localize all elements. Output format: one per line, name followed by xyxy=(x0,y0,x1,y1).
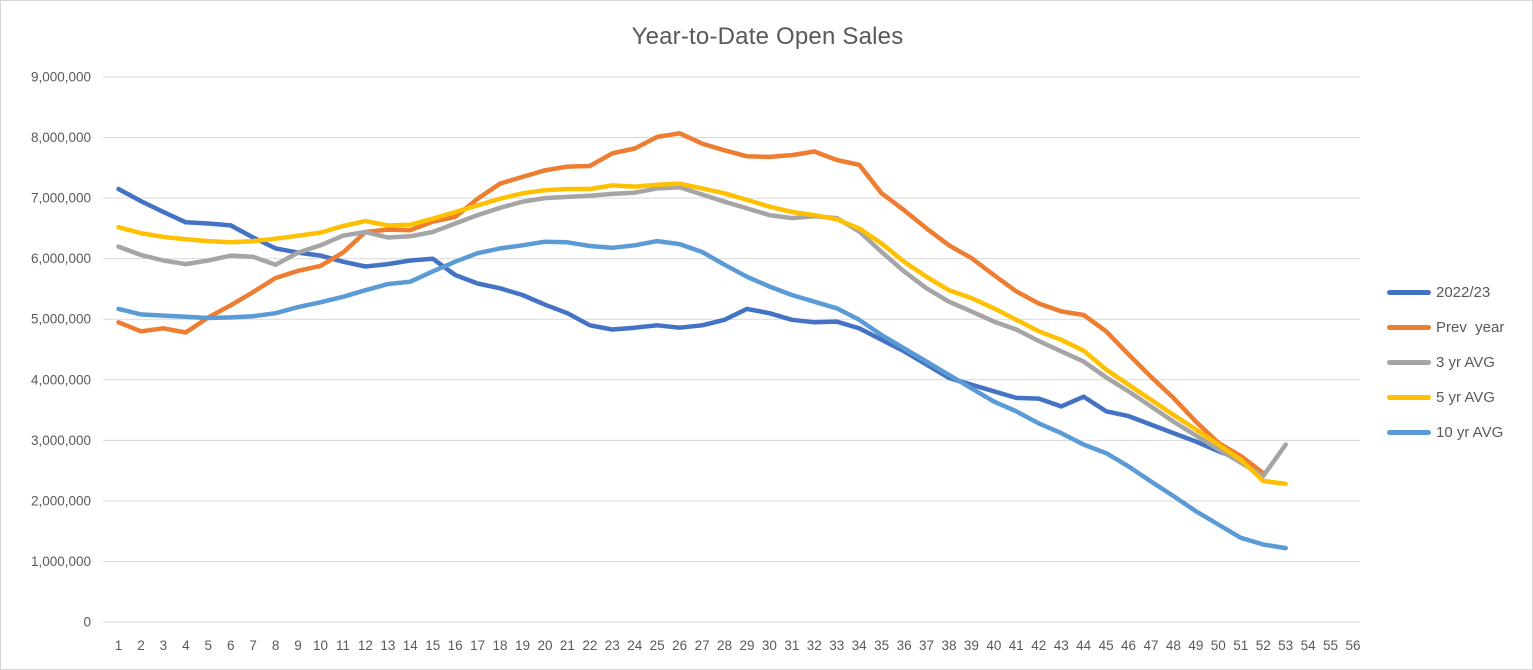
x-axis-tick-label: 33 xyxy=(829,638,844,653)
y-axis-tick-label: 3,000,000 xyxy=(31,433,91,448)
x-axis-tick-label: 1 xyxy=(115,638,123,653)
legend-label: 3 yr AVG xyxy=(1436,354,1495,371)
x-axis-tick-label: 42 xyxy=(1031,638,1046,653)
x-axis-tick-label: 50 xyxy=(1211,638,1226,653)
x-axis-tick-label: 34 xyxy=(852,638,868,653)
legend-swatch-5yr-avg-icon xyxy=(1387,395,1431,400)
x-axis-tick-label: 28 xyxy=(717,638,732,653)
x-axis-tick-label: 18 xyxy=(493,638,508,653)
legend-swatch-3yr-avg-icon xyxy=(1387,360,1431,365)
legend-item-prev-year[interactable]: Prev year xyxy=(1387,310,1504,345)
x-axis-tick-label: 47 xyxy=(1143,638,1158,653)
x-axis-tick-label: 55 xyxy=(1323,638,1338,653)
chart-title: Year-to-Date Open Sales xyxy=(631,23,904,50)
x-axis-tick-label: 23 xyxy=(605,638,620,653)
x-axis-tick-label: 56 xyxy=(1345,638,1360,653)
y-axis-tick-label: 1,000,000 xyxy=(31,554,91,569)
x-axis-tick-label: 49 xyxy=(1188,638,1203,653)
x-axis-tick-label: 13 xyxy=(380,638,395,653)
x-axis-tick-label: 27 xyxy=(695,638,710,653)
x-axis-tick-label: 26 xyxy=(672,638,687,653)
x-axis-tick-label: 38 xyxy=(941,638,956,653)
x-axis-tick-label: 10 xyxy=(313,638,328,653)
x-axis-tick-label: 53 xyxy=(1278,638,1293,653)
legend-item-5yr-avg[interactable]: 5 yr AVG xyxy=(1387,380,1504,415)
y-axis-tick-label: 5,000,000 xyxy=(31,312,91,327)
series-line-2022-23 xyxy=(116,186,1244,462)
x-axis-tick-label: 30 xyxy=(762,638,777,653)
x-axis-tick-label: 20 xyxy=(537,638,552,653)
x-axis-tick-label: 39 xyxy=(964,638,979,653)
y-axis-tick-label: 4,000,000 xyxy=(31,372,91,387)
legend-swatch-10yr-avg-icon xyxy=(1387,430,1431,435)
y-axis-tick-label: 8,000,000 xyxy=(31,130,91,145)
y-axis-tick-label: 0 xyxy=(83,615,91,630)
chart-legend: 2022/23 Prev year 3 yr AVG 5 yr AVG 10 y… xyxy=(1387,275,1504,450)
legend-label: Prev year xyxy=(1436,319,1505,336)
x-axis-tick-label: 9 xyxy=(294,638,302,653)
x-axis-tick-label: 24 xyxy=(627,638,643,653)
series-line-3-yr-avg xyxy=(116,184,1288,479)
x-axis-tick-label: 8 xyxy=(272,638,280,653)
x-axis-tick-label: 12 xyxy=(358,638,373,653)
x-axis-tick-label: 46 xyxy=(1121,638,1136,653)
x-axis-tick-label: 25 xyxy=(650,638,665,653)
legend-item-2022-23[interactable]: 2022/23 xyxy=(1387,275,1504,310)
legend-item-10yr-avg[interactable]: 10 yr AVG xyxy=(1387,415,1504,450)
legend-label: 10 yr AVG xyxy=(1436,424,1504,441)
x-axis-tick-label: 32 xyxy=(807,638,822,653)
y-axis-tick-label: 7,000,000 xyxy=(31,191,91,206)
x-axis-tick-label: 40 xyxy=(986,638,1001,653)
x-axis-tick-label: 11 xyxy=(336,638,350,653)
legend-swatch-prev-year-icon xyxy=(1387,325,1431,330)
x-axis-tick-label: 14 xyxy=(403,638,419,653)
y-axis-tick-label: 9,000,000 xyxy=(31,70,91,85)
x-axis-tick-label: 15 xyxy=(425,638,440,653)
x-axis-tick-label: 29 xyxy=(739,638,754,653)
x-axis-tick-label: 51 xyxy=(1233,638,1248,653)
series-line-10-yr-avg xyxy=(116,238,1288,551)
x-axis-tick-label: 52 xyxy=(1256,638,1271,653)
x-axis-tick-label: 6 xyxy=(227,638,235,653)
x-axis-tick-label: 44 xyxy=(1076,638,1092,653)
x-axis-tick-label: 35 xyxy=(874,638,889,653)
series-line-5-yr-avg xyxy=(116,181,1288,487)
x-axis-tick-label: 43 xyxy=(1054,638,1069,653)
x-axis-tick-label: 41 xyxy=(1009,638,1024,653)
series-line-prev-year xyxy=(116,131,1266,476)
x-axis-tick-label: 4 xyxy=(182,638,190,653)
x-axis-tick-label: 22 xyxy=(582,638,597,653)
x-axis-tick-label: 16 xyxy=(448,638,463,653)
x-axis-tick-label: 7 xyxy=(249,638,257,653)
x-axis-tick-label: 48 xyxy=(1166,638,1181,653)
legend-swatch-2022-23-icon xyxy=(1387,290,1431,295)
x-axis-tick-label: 19 xyxy=(515,638,530,653)
y-axis-tick-label: 2,000,000 xyxy=(31,493,91,508)
x-axis-tick-label: 21 xyxy=(560,638,575,653)
legend-item-3yr-avg[interactable]: 3 yr AVG xyxy=(1387,345,1504,380)
x-axis-tick-label: 31 xyxy=(784,638,799,653)
x-axis-tick-label: 3 xyxy=(160,638,168,653)
x-axis-tick-label: 5 xyxy=(205,638,213,653)
x-axis-tick-label: 17 xyxy=(470,638,485,653)
y-axis-tick-label: 6,000,000 xyxy=(31,251,91,266)
legend-label: 2022/23 xyxy=(1436,284,1491,301)
legend-label: 5 yr AVG xyxy=(1436,389,1495,406)
x-axis-tick-label: 54 xyxy=(1301,638,1317,653)
x-axis-tick-label: 2 xyxy=(137,638,145,653)
x-axis-tick-label: 37 xyxy=(919,638,934,653)
x-axis-tick-label: 45 xyxy=(1099,638,1114,653)
x-axis-tick-label: 36 xyxy=(897,638,912,653)
